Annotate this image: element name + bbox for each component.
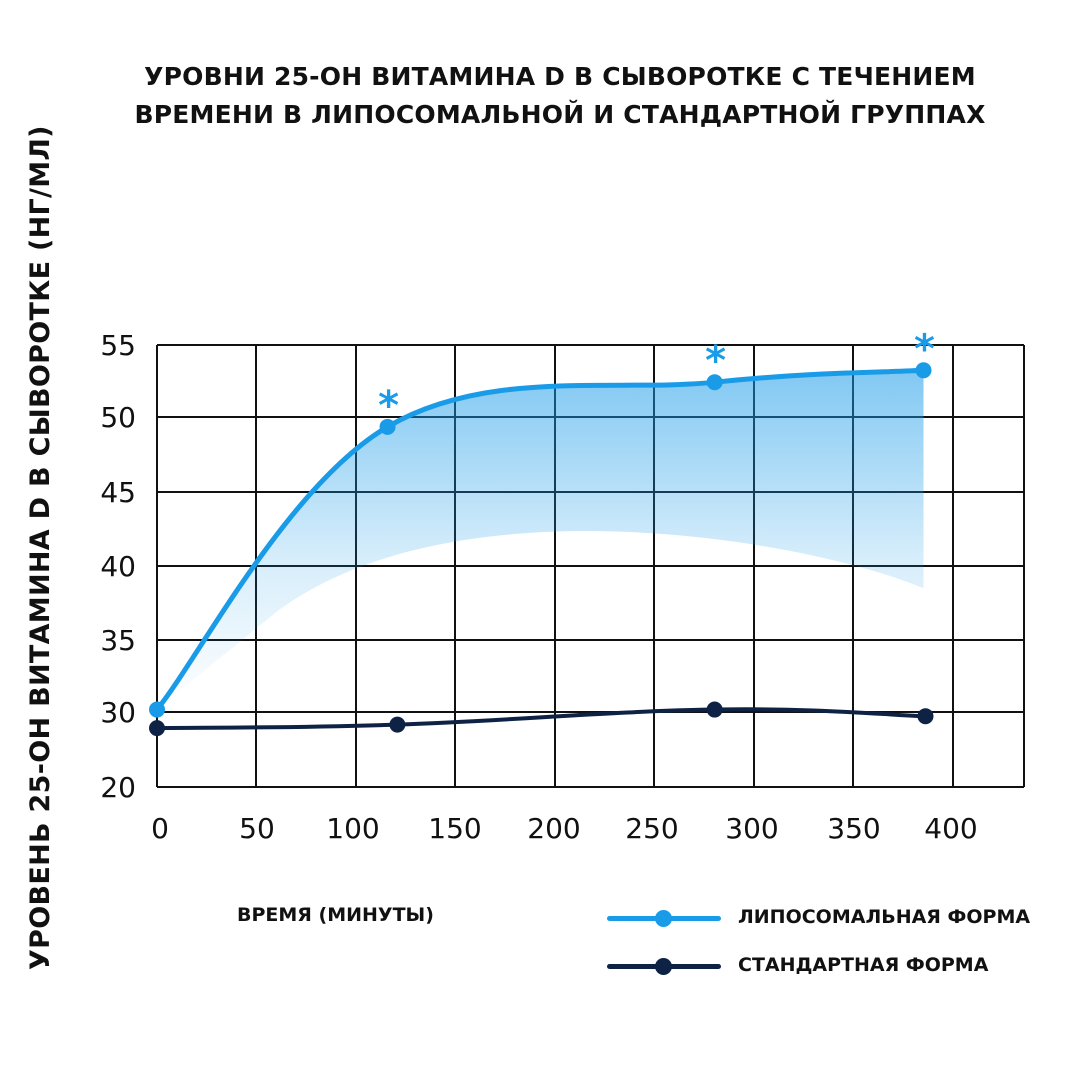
- y-tick-label-50: 50: [100, 401, 136, 434]
- y-tick-label-55: 55: [100, 329, 136, 362]
- x-tick-label-350: 350: [827, 812, 880, 845]
- y-tick-label-30: 30: [100, 696, 136, 729]
- y-tick-label-40: 40: [100, 550, 136, 583]
- x-tick-label-100: 100: [326, 812, 379, 845]
- x-tick-label-0: 0: [151, 812, 169, 845]
- x-tick-label-300: 300: [725, 812, 778, 845]
- point-liposomal-2: [706, 374, 723, 391]
- x-tick-label-400: 400: [924, 812, 977, 845]
- series-line-liposomal: [154, 367, 927, 713]
- point-liposomal-3: [915, 362, 932, 379]
- significance-star-3: *: [914, 326, 935, 372]
- x-tick-label-50: 50: [239, 812, 275, 845]
- liposomal-area-fill: [157, 370, 924, 710]
- point-standard-0: [149, 720, 165, 737]
- point-standard-1: [389, 716, 406, 733]
- x-tick-label-200: 200: [527, 812, 580, 845]
- series-lines: [154, 367, 928, 731]
- chart-title-line-1: УРОВНИ 25-OH ВИТАМИНА D В СЫВОРОТКЕ С ТЕ…: [144, 62, 976, 91]
- point-liposomal-0: [149, 701, 165, 718]
- liposomal-area: [157, 370, 924, 710]
- legend-label-standard: СТАНДАРТНАЯ ФОРМА: [738, 954, 989, 976]
- legend-label-liposomal: ЛИПОСОМАЛЬНАЯ ФОРМА: [738, 906, 1031, 928]
- tick-labels: 0 50 100 150 200 250 300 350 400 55 50 45 40 35 30 20: [100, 329, 977, 845]
- x-axis-label: ВРЕМЯ (МИНУТЫ): [237, 904, 434, 926]
- point-standard-2: [706, 701, 723, 718]
- legend-marker-liposomal: [655, 910, 672, 927]
- x-tick-label-250: 250: [625, 812, 678, 845]
- series-line-standard: [155, 707, 928, 731]
- chart-title: УРОВНИ 25-OH ВИТАМИНА D В СЫВОРОТКЕ С ТЕ…: [0, 58, 1080, 134]
- legend-marker-standard: [655, 958, 672, 975]
- data-points: * * *: [149, 326, 935, 737]
- x-tick-label-150: 150: [428, 812, 481, 845]
- y-tick-label-20: 20: [100, 771, 136, 804]
- point-standard-3: [917, 708, 934, 725]
- significance-star-2: *: [705, 338, 726, 384]
- y-tick-label-45: 45: [100, 476, 136, 509]
- y-tick-label-35: 35: [100, 624, 136, 657]
- chart-title-line-2: ВРЕМЕНИ В ЛИПОСОМАЛЬНОЙ И СТАНДАРТНОЙ ГР…: [134, 100, 986, 129]
- significance-star-1: *: [378, 383, 399, 429]
- point-liposomal-1: [379, 418, 396, 435]
